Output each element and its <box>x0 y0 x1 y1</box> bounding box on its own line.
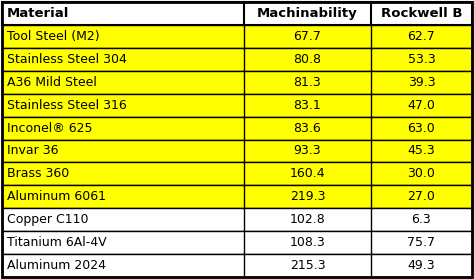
Text: 83.6: 83.6 <box>293 122 321 134</box>
Text: 215.3: 215.3 <box>290 259 325 272</box>
Text: 27.0: 27.0 <box>408 190 436 203</box>
Text: 67.7: 67.7 <box>293 30 321 43</box>
Text: 47.0: 47.0 <box>408 98 436 112</box>
Text: Aluminum 6061: Aluminum 6061 <box>7 190 106 203</box>
Text: Material: Material <box>7 7 69 20</box>
Bar <box>2 231 472 254</box>
Bar <box>2 162 472 185</box>
Text: 160.4: 160.4 <box>290 167 325 181</box>
Text: 80.8: 80.8 <box>293 53 321 66</box>
Bar <box>2 94 472 117</box>
Text: Aluminum 2024: Aluminum 2024 <box>7 259 106 272</box>
Text: Stainless Steel 316: Stainless Steel 316 <box>7 98 127 112</box>
Bar <box>2 208 472 231</box>
Text: Titanium 6Al-4V: Titanium 6Al-4V <box>7 236 107 249</box>
Text: 219.3: 219.3 <box>290 190 325 203</box>
Text: 81.3: 81.3 <box>293 76 321 89</box>
Text: 45.3: 45.3 <box>408 145 435 157</box>
Bar <box>2 254 472 277</box>
Text: 53.3: 53.3 <box>408 53 435 66</box>
Bar <box>2 25 472 48</box>
Text: Tool Steel (M2): Tool Steel (M2) <box>7 30 100 43</box>
Bar <box>2 117 472 140</box>
Text: 63.0: 63.0 <box>408 122 435 134</box>
Bar <box>2 48 472 71</box>
Text: 6.3: 6.3 <box>411 213 431 226</box>
Bar <box>2 140 472 162</box>
Text: Machinability: Machinability <box>257 7 358 20</box>
Text: A36 Mild Steel: A36 Mild Steel <box>7 76 97 89</box>
Text: 30.0: 30.0 <box>408 167 436 181</box>
Text: Copper C110: Copper C110 <box>7 213 89 226</box>
Text: 83.1: 83.1 <box>293 98 321 112</box>
Text: 39.3: 39.3 <box>408 76 435 89</box>
Text: 62.7: 62.7 <box>408 30 435 43</box>
Bar <box>2 2 472 25</box>
Text: Invar 36: Invar 36 <box>7 145 58 157</box>
Text: 102.8: 102.8 <box>290 213 325 226</box>
Bar <box>2 185 472 208</box>
Text: Stainless Steel 304: Stainless Steel 304 <box>7 53 127 66</box>
Text: 49.3: 49.3 <box>408 259 435 272</box>
Text: Rockwell B: Rockwell B <box>381 7 462 20</box>
Text: 75.7: 75.7 <box>408 236 436 249</box>
Bar <box>2 71 472 94</box>
Text: Inconel® 625: Inconel® 625 <box>7 122 92 134</box>
Text: 93.3: 93.3 <box>294 145 321 157</box>
Text: Brass 360: Brass 360 <box>7 167 69 181</box>
Text: 108.3: 108.3 <box>290 236 325 249</box>
